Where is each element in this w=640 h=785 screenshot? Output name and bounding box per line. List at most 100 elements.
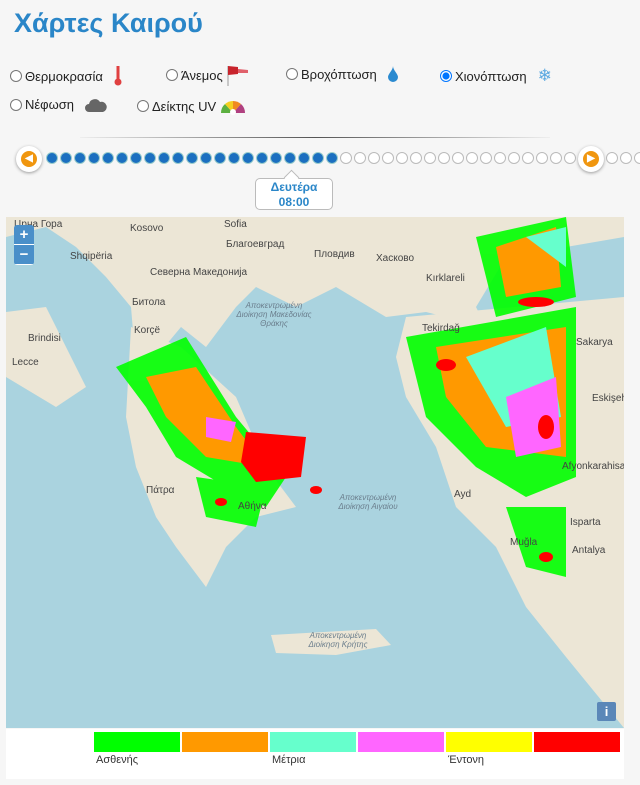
timeline-tooltip: Δευτέρα 08:00 — [255, 178, 333, 210]
zoom-out-button[interactable]: − — [14, 245, 34, 265]
timeline-step[interactable] — [116, 152, 128, 164]
layer-precipitation[interactable]: Βροχόπτωση — [286, 66, 398, 82]
radio-temperature[interactable] — [10, 70, 22, 82]
timeline-step[interactable] — [186, 152, 198, 164]
timeline-step[interactable] — [480, 152, 492, 164]
radio-uv-index[interactable] — [137, 100, 149, 112]
tooltip-time: 08:00 — [278, 195, 310, 209]
timeline-step[interactable] — [438, 152, 450, 164]
info-button[interactable]: i — [597, 702, 616, 721]
radio-wind[interactable] — [166, 69, 178, 81]
layer-snowfall[interactable]: Χιονόπτωση ❄ — [440, 66, 552, 86]
timeline-step[interactable] — [102, 152, 114, 164]
timeline-step[interactable] — [298, 152, 310, 164]
timeline-step[interactable] — [284, 152, 296, 164]
timeline-step[interactable] — [634, 152, 640, 164]
map-region-label: Αποκεντρωμένη Διοίκηση Μακεδονίας Θράκης — [236, 301, 312, 328]
map-place-label: Eskişehir — [592, 393, 624, 404]
chevron-right-icon: ▶ — [583, 151, 599, 167]
timeline-prev-button[interactable]: ◀ — [16, 146, 42, 172]
timeline-step[interactable] — [410, 152, 422, 164]
map-place-label: Kırklareli — [426, 273, 465, 284]
timeline-step[interactable] — [606, 152, 618, 164]
legend-swatch-moderate — [270, 732, 356, 752]
layer-label: Νέφωση — [25, 97, 75, 112]
timeline-step[interactable] — [550, 152, 562, 164]
timeline-step[interactable] — [88, 152, 100, 164]
map-place-label: Lecce — [12, 357, 39, 368]
layer-wind[interactable]: Άνεμος — [166, 64, 252, 86]
legend-swatch-heavy — [446, 732, 532, 752]
land-balkans — [6, 217, 624, 377]
timeline-steps[interactable] — [46, 152, 640, 164]
map-place-label: Благоевград — [226, 239, 285, 250]
timeline-step[interactable] — [144, 152, 156, 164]
timeline-step[interactable] — [382, 152, 394, 164]
zoom-control[interactable]: + − — [14, 225, 34, 265]
timeline-step[interactable] — [466, 152, 478, 164]
radio-cloud-cover[interactable] — [10, 98, 22, 111]
timeline-step[interactable] — [452, 152, 464, 164]
timeline-step[interactable] — [214, 152, 226, 164]
windsock-icon — [227, 66, 248, 86]
map-base — [6, 217, 624, 728]
map-place-label: Sakarya — [576, 337, 613, 348]
map-place-label: Ayd — [454, 489, 472, 500]
timeline-step[interactable] — [564, 152, 576, 164]
timeline-step[interactable] — [354, 152, 366, 164]
timeline-step[interactable] — [368, 152, 380, 164]
map-place-label: Пловдив — [314, 249, 355, 260]
weather-map[interactable]: Црна Гора Kosovo Sofia Благоевград Пловдив Ха… — [6, 217, 624, 728]
timeline-step[interactable] — [536, 152, 548, 164]
page-title: Χάρτες Καιρού — [14, 8, 203, 38]
timeline-step[interactable] — [494, 152, 506, 164]
layer-label: Βροχόπτωση — [301, 66, 377, 82]
map-place-label: Πάτρα — [146, 485, 175, 496]
layer-uv-index[interactable]: Δείκτης UV — [137, 97, 247, 115]
timeline-slider[interactable]: ◀ ▶ — [16, 146, 640, 172]
timeline-step[interactable] — [172, 152, 184, 164]
radio-precipitation[interactable] — [286, 68, 298, 80]
layer-cloud-cover[interactable]: Νέφωση — [10, 97, 107, 112]
timeline-step[interactable] — [74, 152, 86, 164]
map-place-label: Kosovo — [130, 223, 164, 234]
timeline-step[interactable] — [130, 152, 142, 164]
legend-swatch-4 — [358, 732, 444, 752]
map-region-label: Αποκεντρωμένη Διοίκηση Αιγαίου — [338, 493, 398, 511]
timeline-step[interactable] — [46, 152, 58, 164]
legend-swatch-2 — [182, 732, 268, 752]
legend-label-weak: Ασθενής — [96, 754, 139, 766]
timeline-step[interactable] — [424, 152, 436, 164]
timeline-step[interactable] — [312, 152, 324, 164]
layer-label: Άνεμος — [181, 67, 223, 83]
layer-label: Χιονόπτωση — [455, 68, 527, 84]
timeline-step[interactable] — [270, 152, 282, 164]
timeline-step[interactable] — [396, 152, 408, 164]
timeline-step[interactable] — [508, 152, 520, 164]
map-place-label: Shqipëria — [70, 251, 113, 262]
timeline-step[interactable] — [522, 152, 534, 164]
map-region-label: Αποκεντρωμένη Διοίκηση Κρήτης — [308, 631, 368, 649]
timeline-step[interactable] — [242, 152, 254, 164]
legend-label-heavy: Έντονη — [448, 754, 485, 766]
chevron-left-icon: ◀ — [21, 151, 37, 167]
radio-snowfall[interactable] — [440, 70, 452, 82]
timeline-step[interactable] — [60, 152, 72, 164]
map-place-label: Северна Македонија — [150, 267, 248, 278]
timeline-next-button[interactable]: ▶ — [578, 146, 604, 172]
layer-temperature[interactable]: Θερμοκρασία — [10, 66, 122, 86]
snow-heavy — [215, 297, 554, 562]
map-place-label: Korçë — [134, 325, 161, 336]
map-place-label: Битола — [132, 297, 166, 308]
timeline-step[interactable] — [158, 152, 170, 164]
land-crete — [271, 629, 391, 655]
map-place-label: Црна Гора — [14, 219, 63, 230]
timeline-step[interactable] — [228, 152, 240, 164]
timeline-step[interactable] — [340, 152, 352, 164]
timeline-step[interactable] — [200, 152, 212, 164]
timeline-step[interactable] — [326, 152, 338, 164]
timeline-step[interactable] — [256, 152, 268, 164]
zoom-in-button[interactable]: + — [14, 225, 34, 245]
timeline-step[interactable] — [620, 152, 632, 164]
